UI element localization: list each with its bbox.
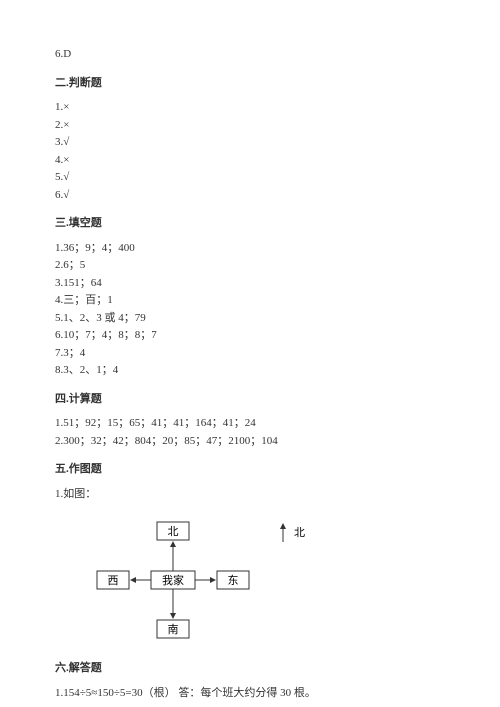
judge-item: 5.√ [55,169,445,186]
solve-item: 1.154÷5≈150÷5=30（根） 答：每个班大约分得 30 根。 [55,685,445,702]
section-6-title: 六.解答题 [55,660,445,677]
south-label: 南 [168,623,179,636]
draw-item: 1.如图： [55,486,445,503]
calc-item: 1.51；92；15；65；41；41；164；41；24 [55,415,445,432]
fill-item: 8.3、2、1；4 [55,362,445,379]
answer-line: 6.D [55,46,445,63]
diagram-svg: 北 南 西 东 我家 北 [85,516,315,646]
fill-item: 6.10；7；4；8；8；7 [55,327,445,344]
east-label: 东 [228,574,239,587]
fill-item: 7.3；4 [55,345,445,362]
direction-diagram: 北 南 西 东 我家 北 [85,516,445,646]
section-4-title: 四.计算题 [55,391,445,408]
fill-item: 3.151；64 [55,275,445,292]
fill-item: 4.三；百；1 [55,292,445,309]
section-2-title: 二.判断题 [55,75,445,92]
calc-item: 2.300；32；42；804；20；85；47；2100；104 [55,433,445,450]
fill-item: 1.36；9；4；400 [55,240,445,257]
north-label: 北 [168,525,179,538]
west-label: 西 [108,575,119,587]
center-label: 我家 [162,573,184,587]
judge-item: 1.× [55,99,445,116]
judge-item: 2.× [55,117,445,134]
compass-label: 北 [294,526,305,539]
section-3-title: 三.填空题 [55,215,445,232]
judge-item: 4.× [55,152,445,169]
fill-item: 5.1、2、3 或 4；79 [55,310,445,327]
judge-item: 3.√ [55,134,445,151]
section-5-title: 五.作图题 [55,461,445,478]
judge-item: 6.√ [55,187,445,204]
fill-item: 2.6；5 [55,257,445,274]
